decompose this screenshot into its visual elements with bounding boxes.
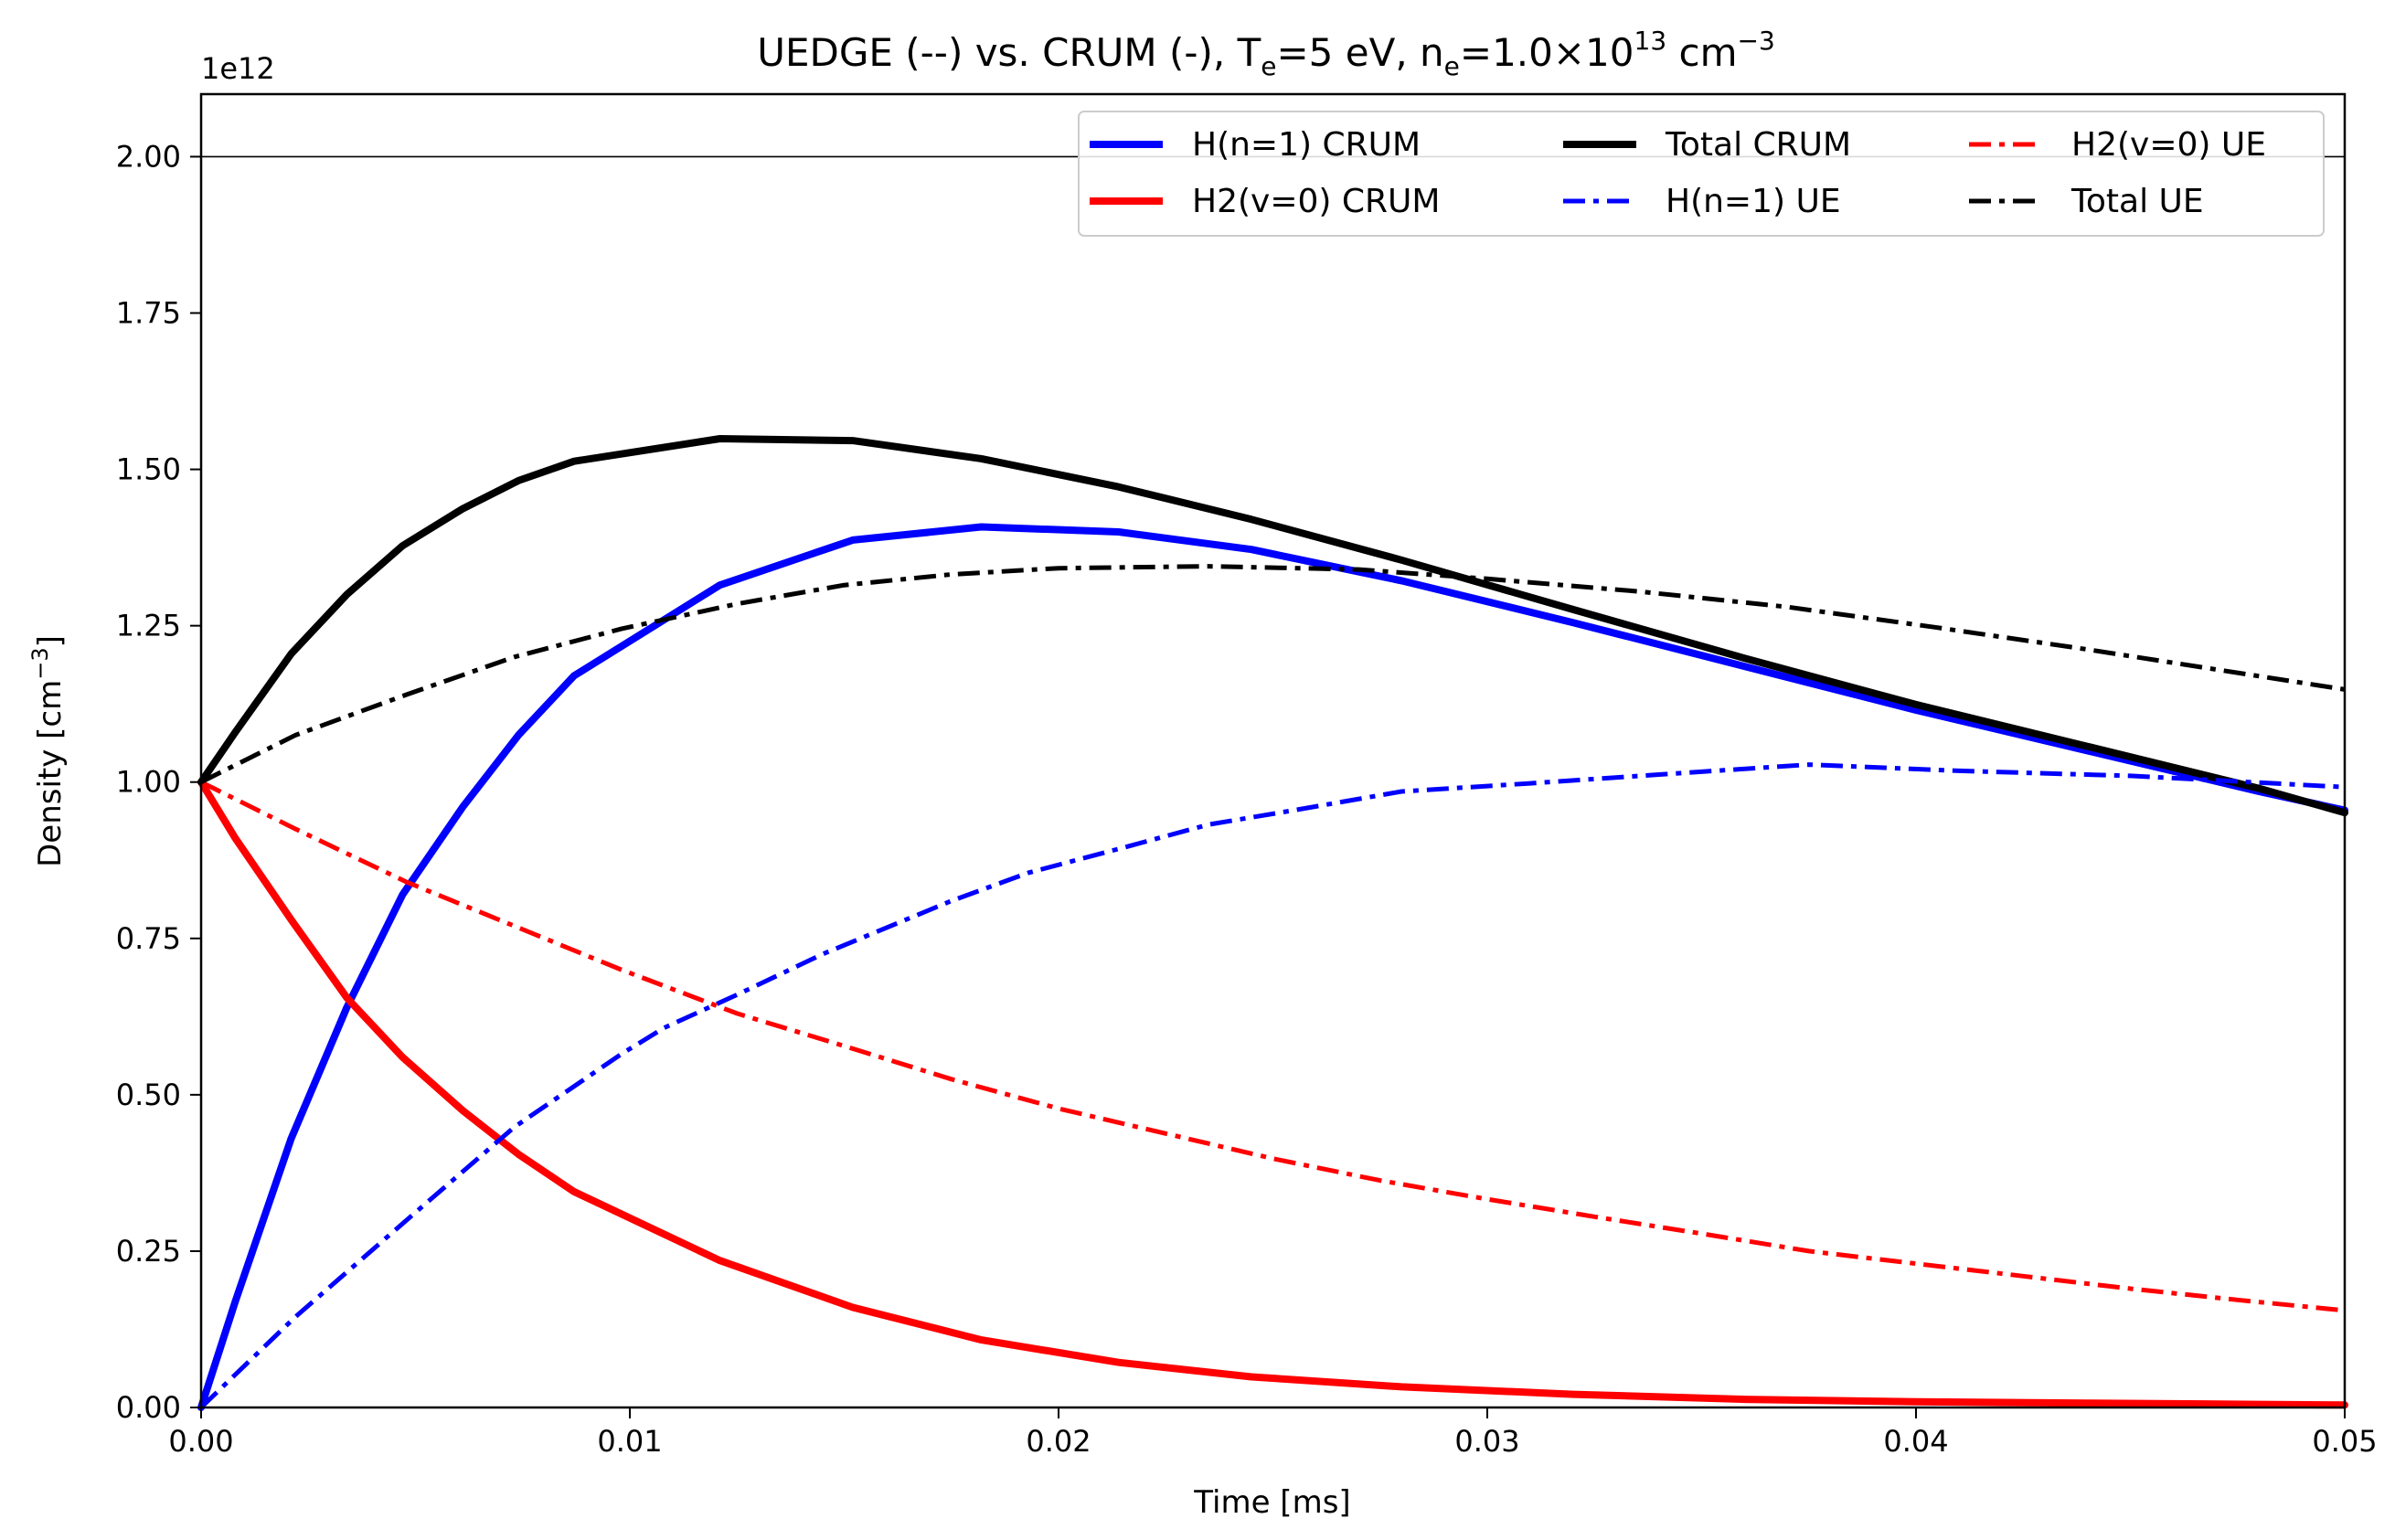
y-axis-ticks: 0.00 0.25 0.50 0.75 1.00 1.25 1.50 1.75 2.00	[116, 139, 201, 1425]
y-axis-label-close: ]	[32, 635, 69, 647]
title-main: UEDGE (--) vs. CRUM (-), T	[757, 30, 1261, 75]
y-tick-label: 0.50	[116, 1078, 181, 1112]
x-tick-label: 0.04	[1883, 1424, 1948, 1459]
series-line-1	[197, 523, 2348, 1411]
x-tick-label: 0.03	[1454, 1424, 1519, 1459]
series-line-3	[197, 435, 2348, 817]
title-ne-sub: e	[1444, 51, 1460, 81]
y-tick-label: 0.00	[116, 1390, 181, 1425]
legend-label-1: H(n=1) CRUM	[1192, 126, 1421, 164]
x-tick-label: 0.00	[168, 1424, 233, 1459]
plot-frame	[199, 92, 2347, 1409]
x-tick-label: 0.05	[2312, 1424, 2377, 1459]
legend-label-2: H2(v=0) CRUM	[1192, 183, 1440, 220]
y-tick-label: 1.50	[116, 452, 181, 487]
y-tick-label: 1.00	[116, 765, 181, 800]
y-tick-label: 2.00	[116, 139, 181, 174]
y-tick-label: 1.25	[116, 609, 181, 643]
y-axis-label: Density [cm−3]	[27, 635, 69, 867]
title-ne-exp: 13	[1634, 26, 1667, 56]
series-line-2	[197, 778, 2348, 1409]
y-tick-label: 0.75	[116, 921, 181, 956]
y-offset-label: 1e12	[201, 51, 275, 86]
legend-label-3: Total CRUM	[1665, 126, 1851, 164]
title-ne-unit-exp: −3	[1738, 26, 1775, 56]
legend-label-4: H(n=1) UE	[1666, 183, 1841, 220]
legend-box	[1078, 111, 2325, 237]
y-axis-label-exp: −3	[27, 647, 53, 679]
x-axis-ticks: 0.00 0.01 0.02 0.03 0.04 0.05	[168, 1407, 2378, 1459]
series-group	[197, 435, 2348, 1411]
series-line-5	[199, 780, 2346, 1313]
title-ne-val: =1.0×10	[1460, 30, 1634, 75]
x-axis-label: Time [ms]	[1193, 1484, 1350, 1521]
x-tick-label: 0.02	[1026, 1424, 1091, 1459]
legend-label-5: H2(v=0) UE	[2071, 126, 2266, 164]
series-line-6	[199, 564, 2346, 784]
title-te-sub: e	[1261, 51, 1276, 81]
y-tick-label: 0.25	[116, 1234, 181, 1269]
y-tick-label: 1.75	[116, 296, 181, 331]
legend-label-6: Total UE	[2070, 183, 2204, 220]
x-tick-label: 0.01	[597, 1424, 662, 1459]
title-te-val: =5 eV, n	[1276, 30, 1443, 75]
series-line-4	[199, 762, 2346, 1409]
y-axis-label-main: Density [cm	[32, 680, 69, 867]
title-ne-unit: cm	[1666, 30, 1737, 75]
chart-title: UEDGE (--) vs. CRUM (-), Te=5 eV, ne=1.0…	[757, 26, 1775, 81]
legend: H(n=1) CRUM H2(v=0) CRUM Total CRUM H(n=1) …	[1078, 111, 2325, 237]
